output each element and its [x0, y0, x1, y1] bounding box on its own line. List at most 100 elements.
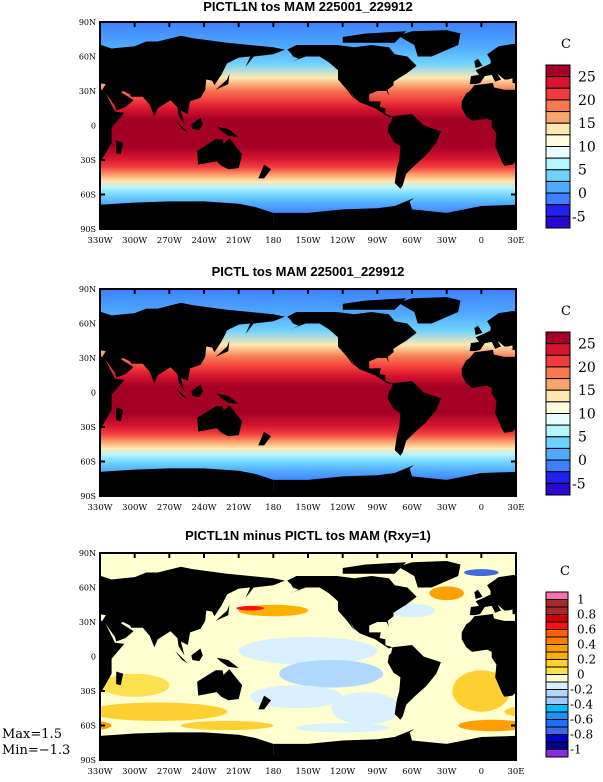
lon-label: 150W	[296, 503, 321, 513]
colorbar-box	[545, 734, 569, 743]
colorbar-box	[545, 621, 569, 630]
land-mask	[398, 297, 461, 324]
lon-label: 30W	[437, 236, 457, 246]
land-mask	[100, 566, 285, 656]
map-panel-3: 90N 60N 30N 0 30S 60S 90S 330W 300W 270W 240W 210W 1…	[48, 549, 603, 777]
land-mask	[398, 561, 461, 588]
lon-label: 30W	[437, 767, 457, 777]
colorbar-label: -1	[570, 743, 582, 757]
colorbar-label: 0	[578, 453, 587, 469]
colorbar-box	[545, 689, 569, 698]
colorbar-box	[545, 366, 571, 380]
land-mask	[258, 431, 271, 446]
colorbar-3: C10.80.60.40.20-0.2-0.4-0.6-0.8-1	[545, 564, 596, 758]
land-mask	[116, 671, 124, 686]
lat-label: 30S	[80, 156, 96, 165]
colorbar-box	[545, 424, 571, 438]
colorbar-box	[545, 636, 569, 645]
colorbar-box	[545, 99, 571, 113]
lon-label: 300W	[122, 767, 147, 777]
colorbar-box	[545, 192, 571, 206]
land-mask	[100, 89, 125, 162]
colorbar-box	[545, 674, 569, 683]
colorbar-box	[545, 459, 571, 473]
lat-label: 0	[91, 122, 96, 131]
map-panel-2: 90N 60N 30N 0 30S 60S 90S 330W 300W 270W 240W 210W 1…	[0, 285, 596, 513]
colorbar-label: -0.8	[570, 728, 593, 742]
lat-label: 60N	[79, 584, 96, 593]
colorbar-label: -0.4	[570, 698, 594, 712]
min-value: Min=−1.3	[2, 743, 71, 758]
map-panel-1: 90N 60N 30N 0 30S 60S 90S 330W 300W 270W 240W 210W 1…	[0, 18, 596, 246]
colorbar-label: 20	[578, 93, 596, 109]
colorbar-box	[545, 696, 569, 705]
colorbar-box	[545, 629, 569, 638]
map-area	[0, 289, 539, 496]
lon-label: 180	[265, 767, 281, 777]
lon-label: 300W	[122, 503, 147, 513]
land-mask	[100, 201, 274, 229]
colorbar-box	[545, 606, 569, 615]
colorbar-label: 0	[578, 186, 587, 202]
land-mask	[532, 407, 539, 421]
colorbar-2: C 25 20 15 10 5 0 -5	[545, 304, 596, 496]
lon-label: 120W	[330, 767, 355, 777]
lon-label: 240W	[192, 236, 217, 246]
land-mask	[387, 645, 441, 720]
land-mask	[100, 620, 125, 693]
anomaly-region	[238, 636, 378, 665]
anomaly-region	[429, 586, 464, 601]
lat-label: 0	[91, 653, 96, 662]
land-mask	[215, 604, 230, 621]
colorbar-label: 5	[578, 430, 587, 446]
anomaly-region	[48, 569, 83, 576]
colorbar-label: 20	[578, 360, 596, 376]
lon-label: 270W	[157, 503, 182, 513]
anomaly-region	[464, 569, 499, 576]
anomaly-region	[452, 670, 511, 712]
lat-label: 60S	[80, 722, 96, 731]
land-mask	[258, 164, 271, 179]
colorbar-box	[545, 413, 571, 426]
lon-label: 90W	[368, 503, 388, 513]
lon-label: 90W	[368, 236, 388, 246]
anomaly-region	[597, 721, 603, 730]
land-mask	[287, 45, 417, 118]
colorbar-label: 0.2	[577, 653, 596, 667]
colorbar-box	[545, 134, 571, 148]
land-mask	[197, 405, 243, 437]
lon-label: 210W	[226, 767, 251, 777]
land-mask	[0, 30, 45, 56]
lat-label: 30S	[80, 687, 96, 696]
colorbar-label: 10	[578, 139, 596, 155]
land-mask	[175, 650, 188, 664]
colorbar-box	[545, 726, 569, 735]
lon-label: 120W	[330, 503, 355, 513]
land-mask	[469, 574, 516, 616]
colorbar-box	[545, 378, 571, 391]
land-mask	[0, 45, 1, 118]
lon-label: 240W	[192, 767, 217, 777]
lat-label: 60S	[80, 191, 96, 200]
lon-label: 120W	[330, 236, 355, 246]
colorbar-box	[545, 64, 571, 78]
colorbar-label: -0.2	[570, 683, 593, 697]
lon-label: 30E	[507, 503, 524, 513]
anomaly-region	[279, 659, 384, 688]
colorbar-label: 10	[578, 406, 596, 422]
lat-label: 60N	[79, 320, 96, 329]
colorbar-unit: C	[561, 304, 571, 319]
lon-label: 300W	[122, 236, 147, 246]
lat-label: 90N	[79, 18, 96, 27]
colorbar-box	[545, 599, 569, 608]
lat-label: 30S	[80, 423, 96, 432]
lat-label: 0	[91, 389, 96, 398]
land-mask	[0, 297, 45, 323]
lon-label: 60W	[402, 767, 422, 777]
land-mask	[469, 310, 516, 352]
land-mask	[191, 648, 203, 662]
lon-label: 210W	[226, 236, 251, 246]
map-area	[48, 553, 603, 760]
land-mask	[273, 197, 516, 229]
colorbar-box	[545, 749, 569, 758]
